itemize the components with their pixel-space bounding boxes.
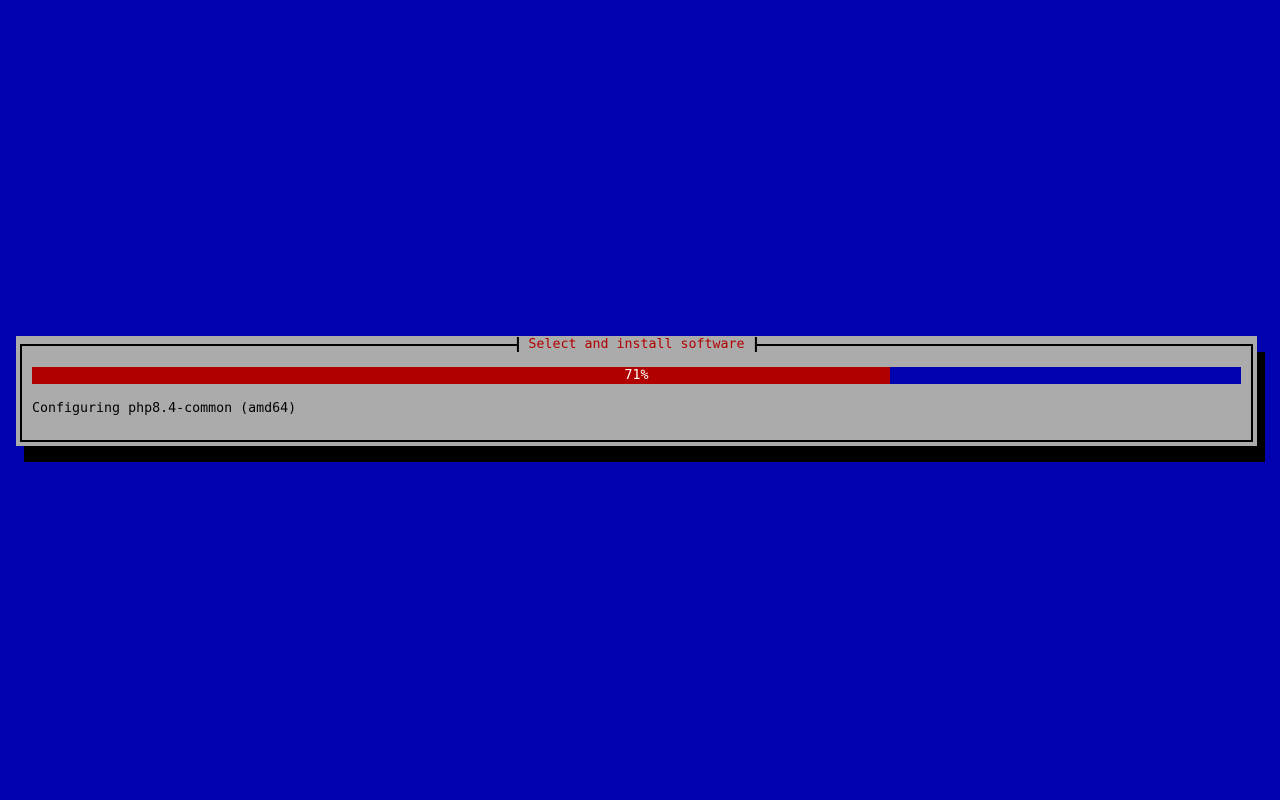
progress-percent-label: 71% (624, 368, 649, 383)
progress-fill (32, 367, 891, 384)
progress-bar: 71% (32, 367, 1241, 384)
status-text: Configuring php8.4-common (amd64) (32, 401, 297, 416)
install-progress-dialog: Select and install software 71% Configur… (16, 336, 1257, 446)
dialog-border (20, 344, 1253, 442)
dialog-title: Select and install software (516, 337, 757, 352)
